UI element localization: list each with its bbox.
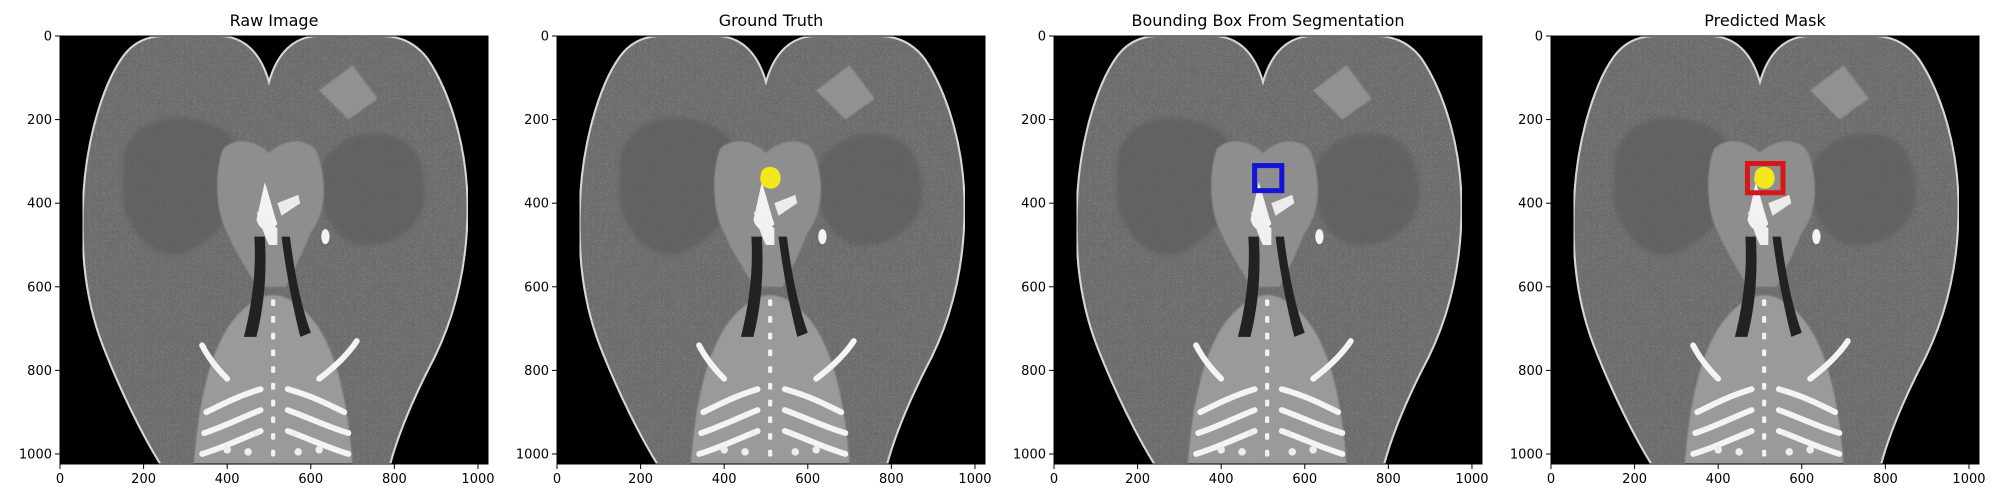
y-tick-label: 0 [44, 30, 52, 45]
panel-title: Bounding Box From Segmentation [1131, 11, 1404, 30]
ct-image [60, 36, 488, 464]
x-tick-label: 0 [1050, 472, 1058, 487]
y-tick-label: 200 [1021, 113, 1046, 128]
y-tick-label: 800 [27, 364, 52, 379]
y-tick-label: 600 [524, 280, 549, 295]
y-tick-label: 800 [524, 364, 549, 379]
y-tick-label: 0 [1535, 30, 1543, 45]
y-tick-label: 400 [27, 197, 52, 212]
panel-title: Raw Image [230, 11, 319, 30]
y-tick-label: 200 [27, 113, 52, 128]
ct-image [1054, 36, 1482, 464]
y-tick-label: 0 [1038, 30, 1046, 45]
x-tick-label: 1000 [461, 472, 494, 487]
x-tick-label: 600 [1292, 472, 1317, 487]
x-tick-label: 800 [879, 472, 904, 487]
x-tick-label: 800 [1873, 472, 1898, 487]
ct-image [557, 36, 985, 464]
x-tick-label: 1000 [958, 472, 991, 487]
x-tick-label: 600 [1789, 472, 1814, 487]
x-tick-label: 200 [1125, 472, 1150, 487]
axes-frame [1053, 35, 1483, 465]
x-tick-label: 600 [795, 472, 820, 487]
y-tick-label: 1000 [1510, 447, 1543, 462]
axes-frame [1550, 35, 1980, 465]
y-tick-label: 800 [1021, 364, 1046, 379]
x-tick-label: 400 [1706, 472, 1731, 487]
x-tick-label: 1000 [1952, 472, 1985, 487]
y-tick-label: 600 [27, 280, 52, 295]
x-tick-label: 200 [131, 472, 156, 487]
y-tick-label: 600 [1518, 280, 1543, 295]
x-tick-label: 0 [56, 472, 64, 487]
y-tick-label: 800 [1518, 364, 1543, 379]
y-tick-label: 400 [1021, 197, 1046, 212]
y-tick-label: 400 [524, 197, 549, 212]
x-tick-label: 800 [382, 472, 407, 487]
y-tick-label: 200 [1518, 113, 1543, 128]
x-tick-label: 0 [553, 472, 561, 487]
y-tick-label: 1000 [516, 447, 549, 462]
x-tick-label: 200 [628, 472, 653, 487]
y-tick-label: 0 [541, 30, 549, 45]
y-tick-label: 200 [524, 113, 549, 128]
segmentation-mask [760, 166, 781, 189]
ct-image [1551, 36, 1979, 464]
panel-bbox: Bounding Box From Segmentation 0 200 400 600… [1013, 11, 1489, 487]
x-tick-label: 200 [1622, 472, 1647, 487]
x-tick-label: 400 [712, 472, 737, 487]
x-tick-label: 400 [215, 472, 240, 487]
panel-title: Ground Truth [719, 11, 824, 30]
bounding-box [1252, 163, 1285, 194]
panel-raw: Raw Image 0 200 400 600 800 1000 0 200 400 600 800 1… [19, 11, 495, 487]
x-tick-label: 600 [298, 472, 323, 487]
panel-gt: Ground Truth 0 200 400 600 800 1000 0 200 400 600 8… [516, 11, 992, 487]
x-tick-label: 0 [1547, 472, 1555, 487]
x-tick-label: 1000 [1455, 472, 1488, 487]
panel-title: Predicted Mask [1704, 11, 1826, 30]
panel-pred: Predicted Mask 0 200 400 600 800 1000 0 200 400 60… [1510, 11, 1986, 487]
x-tick-label: 400 [1209, 472, 1234, 487]
y-tick-label: 1000 [1013, 447, 1046, 462]
segmentation-mask [1754, 166, 1775, 189]
y-tick-label: 600 [1021, 280, 1046, 295]
axes-frame [556, 35, 986, 465]
axes-frame [59, 35, 489, 465]
y-tick-label: 1000 [19, 447, 52, 462]
x-tick-label: 800 [1376, 472, 1401, 487]
y-tick-label: 400 [1518, 197, 1543, 212]
predicted-box [1744, 160, 1786, 196]
